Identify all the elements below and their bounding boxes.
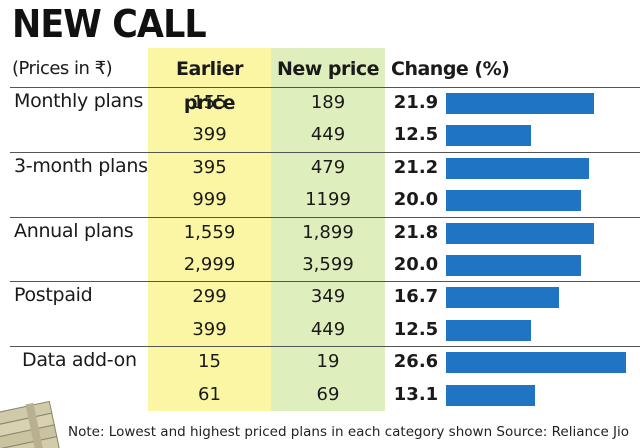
change-bar [446,255,582,276]
earlier-price-value: 1,559 [183,221,236,243]
table-row: 999 1199 20.0 [0,184,640,217]
new-price-value: 3,599 [302,254,354,275]
new-price-value: 19 [316,351,340,373]
earlier-price-value: 395 [192,156,227,178]
change-value: 16.7 [393,286,439,308]
change-value: 13.1 [393,383,439,405]
earlier-price-value: 61 [198,383,221,405]
table-row: Data add-on 15 19 26.6 [0,346,640,379]
table-row: Annual plans 1,559 1,899 21.8 [0,217,640,250]
earlier-price-value: 2,999 [183,254,236,275]
earlier-price-column-bg [148,48,271,411]
new-price-value: 449 [310,318,346,340]
change-bar [446,157,590,179]
category-label: Monthly plans [14,90,144,112]
change-value: 21.8 [393,221,439,243]
new-price-column-bg [271,48,385,411]
new-price-value: 479 [310,156,346,178]
group-separator [10,281,640,283]
change-bar [446,125,531,147]
earlier-price-value: 999 [192,189,227,211]
earlier-price-value: 399 [192,124,227,146]
change-bar [446,190,582,212]
category-label: 3-month plans [14,154,148,177]
category-label: Postpaid [14,284,93,307]
earlier-price-value: 155 [192,92,227,113]
table-row: 399 449 12.5 [0,314,640,347]
change-value: 26.6 [393,351,439,373]
footnote: Note: Lowest and highest priced plans in… [68,424,630,440]
category-label: Data add-on [22,349,137,372]
change-bar [446,287,559,309]
prices-unit-label: (Prices in ₹) [12,58,113,79]
earlier-price-value: 399 [192,318,227,340]
change-value: 12.5 [393,124,439,146]
currency-bundle-illustration [0,400,60,448]
new-price-value: 349 [310,286,346,308]
group-separator [10,87,640,88]
table-row: 2,999 3,599 20.0 [0,249,640,282]
table-row: Monthly plans 155 189 21.9 [0,87,640,120]
change-bar [446,384,535,406]
new-price-value: 69 [316,383,340,405]
group-separator [10,151,640,153]
new-price-header: New price [276,58,380,80]
earlier-price-value: 299 [192,286,227,308]
change-value: 21.9 [393,92,439,113]
category-label: Annual plans [14,219,134,242]
table-row: 61 69 13.1 [0,379,640,412]
change-bar [446,319,531,341]
earlier-price-header: Earlier price [176,58,243,114]
change-value: 21.2 [393,156,439,178]
change-value: 12.5 [393,318,439,340]
new-price-value: 189 [310,92,346,113]
change-value: 20.0 [393,254,439,275]
table-row: Postpaid 299 349 16.7 [0,281,640,314]
change-header: Change (%) [391,58,510,80]
new-price-value: 1,899 [302,221,354,243]
new-price-value: 449 [310,124,346,146]
group-separator [10,216,640,218]
earlier-price-value: 15 [198,351,221,373]
table-row: 399 449 12.5 [0,119,640,152]
change-value: 20.0 [393,189,439,211]
new-price-value: 1199 [305,189,351,211]
table-row: 3-month plans 395 479 21.2 [0,152,640,185]
chart-title: NEW CALL [12,2,207,46]
change-bar [446,93,595,114]
change-bar [446,222,594,244]
group-separator [10,346,640,348]
change-bar [446,352,626,374]
